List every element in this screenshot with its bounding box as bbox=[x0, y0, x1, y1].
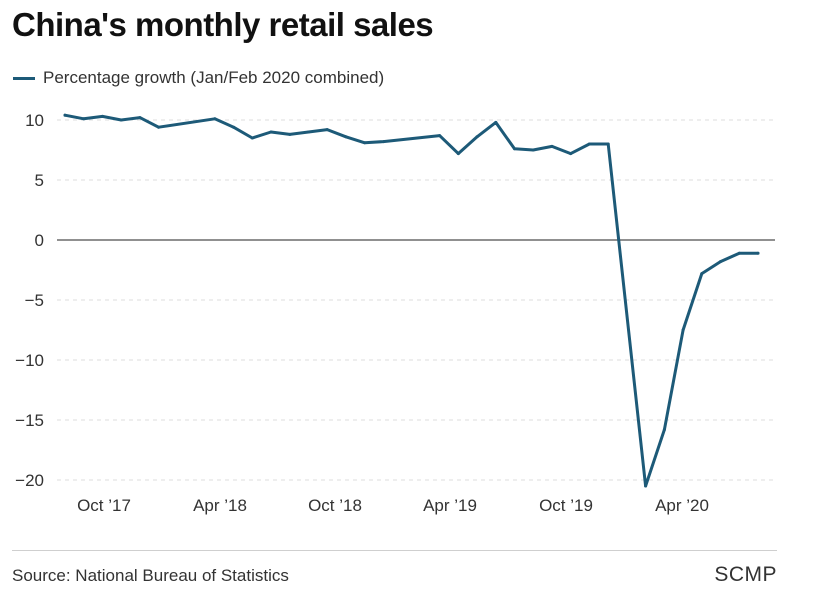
data-point bbox=[101, 114, 104, 118]
footer-divider bbox=[12, 550, 777, 551]
data-point bbox=[494, 120, 498, 124]
series-line bbox=[63, 113, 760, 488]
x-tick-label: Oct ’17 bbox=[77, 496, 131, 515]
series-layer bbox=[63, 113, 760, 488]
x-tick-label: Oct ’18 bbox=[308, 496, 362, 515]
data-point bbox=[644, 484, 648, 488]
data-point bbox=[606, 142, 610, 146]
data-point bbox=[250, 136, 254, 140]
data-point bbox=[381, 140, 385, 144]
data-point bbox=[681, 328, 685, 332]
data-point bbox=[269, 130, 273, 134]
data-point bbox=[325, 128, 329, 132]
data-point bbox=[119, 118, 123, 122]
data-point bbox=[344, 135, 348, 139]
x-tick-label: Oct ’19 bbox=[539, 496, 593, 515]
y-axis: 10 5 0 −5 −10 −15 −20 bbox=[15, 111, 44, 490]
x-tick-label: Apr ’20 bbox=[655, 496, 709, 515]
data-point bbox=[438, 134, 442, 138]
y-tick-label: 0 bbox=[35, 231, 44, 250]
data-point bbox=[213, 117, 217, 121]
data-point bbox=[475, 135, 479, 139]
data-point bbox=[157, 125, 161, 129]
brand-logo: SCMP bbox=[714, 563, 777, 586]
data-point bbox=[63, 113, 67, 117]
chart-title: China's monthly retail sales bbox=[12, 6, 434, 43]
data-point bbox=[232, 125, 236, 129]
legend-label: Percentage growth (Jan/Feb 2020 combined… bbox=[43, 68, 385, 87]
x-axis: Oct ’17 Apr ’18 Oct ’18 Apr ’19 Oct ’19 Apr ’… bbox=[77, 496, 709, 515]
data-point bbox=[531, 148, 535, 152]
legend: Percentage growth (Jan/Feb 2020 combined… bbox=[13, 68, 384, 88]
data-point bbox=[550, 144, 554, 148]
data-point bbox=[363, 141, 367, 145]
data-point bbox=[569, 152, 573, 156]
x-tick-label: Apr ’19 bbox=[423, 496, 477, 515]
data-point bbox=[700, 272, 704, 276]
data-point bbox=[288, 132, 292, 136]
data-point bbox=[662, 428, 666, 432]
data-point bbox=[756, 251, 760, 255]
y-tick-label: −20 bbox=[15, 471, 44, 490]
y-tick-label: −5 bbox=[25, 291, 44, 310]
data-point bbox=[513, 147, 516, 151]
data-point bbox=[737, 251, 741, 255]
y-tick-label: 5 bbox=[35, 171, 44, 190]
data-point bbox=[587, 142, 591, 146]
source-note: Source: National Bureau of Statistics bbox=[12, 566, 289, 585]
legend-swatch bbox=[13, 76, 35, 80]
y-tick-label: −15 bbox=[15, 411, 44, 430]
y-tick-label: −10 bbox=[15, 351, 44, 370]
data-point bbox=[719, 260, 722, 264]
grid bbox=[57, 119, 775, 481]
data-point bbox=[82, 117, 86, 121]
data-point bbox=[307, 130, 310, 134]
y-tick-label: 10 bbox=[25, 111, 44, 130]
data-point bbox=[456, 152, 460, 156]
data-point bbox=[138, 116, 142, 120]
x-tick-label: Apr ’18 bbox=[193, 496, 247, 515]
